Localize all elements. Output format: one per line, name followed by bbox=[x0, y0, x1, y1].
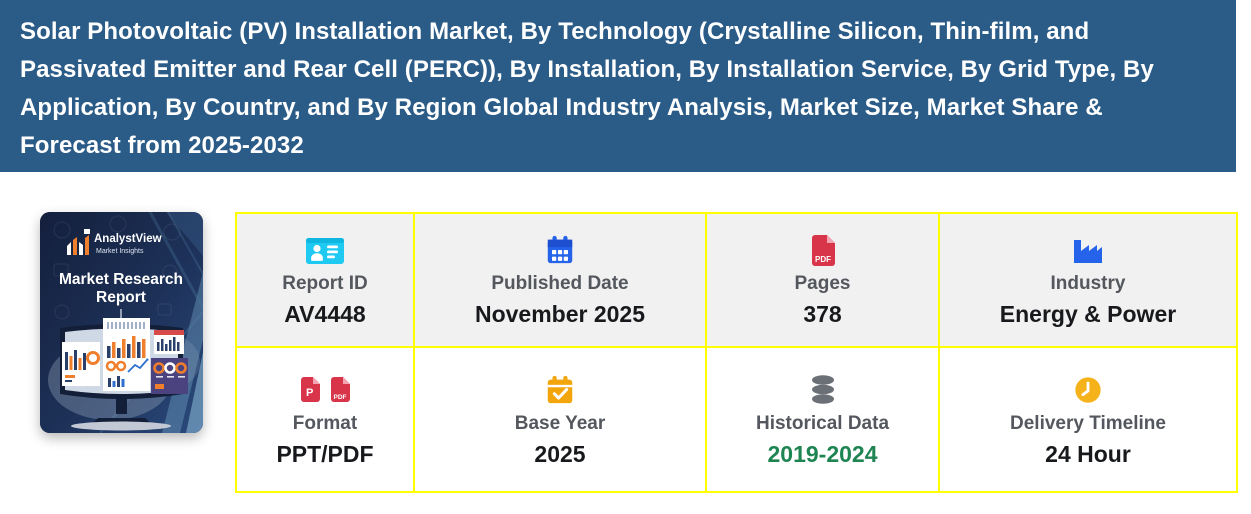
info-cell-base-year: Base Year 2025 bbox=[415, 348, 707, 491]
base-year-value: 2025 bbox=[534, 440, 586, 467]
published-date-label: Published Date bbox=[491, 273, 629, 294]
pdf-file-icon: PDF bbox=[809, 233, 837, 267]
brand-name-text: AnalystView bbox=[94, 233, 162, 245]
info-cell-report-id: Report ID AV4448 bbox=[237, 214, 415, 348]
cover-title-line1: Market Research bbox=[59, 271, 183, 288]
info-cell-industry: Industry Energy & Power bbox=[940, 214, 1236, 348]
report-id-label: Report ID bbox=[282, 273, 368, 294]
report-cover-thumbnail: AnalystView Market Insights Market Resea… bbox=[40, 212, 203, 433]
info-cell-format: P PDF Format PPT/PDF bbox=[237, 348, 415, 491]
monitor-illustration bbox=[60, 318, 188, 431]
analystview-logo-icon bbox=[67, 229, 90, 255]
cover-watermarks bbox=[53, 215, 181, 320]
historical-data-label: Historical Data bbox=[755, 412, 890, 434]
pages-label: Pages bbox=[794, 273, 851, 294]
historical-data-value: 2019-2024 bbox=[767, 440, 878, 467]
svg-text:P: P bbox=[306, 387, 313, 399]
report-cover-art: AnalystView Market Insights Market Resea… bbox=[40, 212, 203, 433]
pages-value: 378 bbox=[803, 301, 842, 327]
page-header: Solar Photovoltaic (PV) Installation Mar… bbox=[0, 0, 1236, 172]
page-title-line-1: Solar Photovoltaic (PV) Installation Mar… bbox=[20, 18, 1090, 45]
delivery-timeline-label: Delivery Timeline bbox=[1010, 412, 1166, 434]
report-id-value: AV4448 bbox=[284, 301, 366, 327]
page-title-line-2: Passivated Emitter and Rear Cell (PERC))… bbox=[20, 56, 1154, 83]
format-value: PPT/PDF bbox=[276, 440, 374, 467]
database-icon bbox=[808, 373, 838, 407]
format-label: Format bbox=[292, 412, 358, 434]
info-cell-delivery-timeline: Delivery Timeline 24 Hour bbox=[940, 348, 1236, 491]
industry-value: Energy & Power bbox=[999, 301, 1177, 327]
svg-text:PDF: PDF bbox=[333, 394, 346, 401]
calendar-icon bbox=[544, 233, 576, 267]
industry-label: Industry bbox=[1050, 273, 1126, 294]
report-info-grid: Report ID AV4448 bbox=[235, 212, 1238, 493]
cover-title-line2: Report bbox=[96, 289, 146, 306]
pdf-file-icon-small: PDF bbox=[330, 377, 350, 402]
base-year-label: Base Year bbox=[514, 412, 606, 434]
id-card-icon bbox=[305, 233, 345, 267]
info-cell-historical-data: Historical Data 2019-2024 bbox=[707, 348, 940, 491]
brand-tagline-text: Market Insights bbox=[96, 248, 144, 255]
svg-text:PDF: PDF bbox=[815, 255, 831, 264]
ppt-pdf-file-icons: P PDF bbox=[299, 373, 352, 407]
info-cell-published-date: Published Date November 2025 bbox=[415, 214, 707, 348]
published-date-value: November 2025 bbox=[474, 301, 646, 327]
info-cell-pages: PDF Pages 378 bbox=[707, 214, 940, 348]
ppt-file-icon: P bbox=[300, 377, 320, 402]
calendar-check-icon bbox=[544, 373, 576, 407]
page-title-line-3: Application, By Country, and By Region G… bbox=[20, 94, 1103, 121]
page-title-line-4: Forecast from 2025-2032 bbox=[20, 132, 304, 159]
factory-icon bbox=[1071, 233, 1105, 267]
clock-icon bbox=[1073, 373, 1103, 407]
delivery-timeline-value: 24 Hour bbox=[1045, 440, 1131, 467]
